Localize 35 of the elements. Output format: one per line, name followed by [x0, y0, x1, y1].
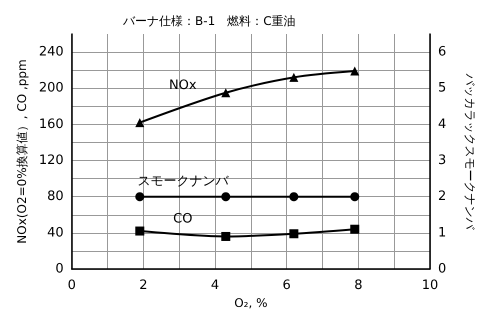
y2-axis-title: バッカラックスモークナンバ [463, 72, 477, 230]
series-label: スモークナンバ [137, 174, 230, 190]
y2-tick-label: 4 [438, 116, 446, 132]
point [350, 224, 360, 234]
series-label: NOx [168, 78, 197, 94]
y2-tick-label: 0 [438, 262, 446, 276]
point [135, 118, 144, 128]
x-axis-title: O₂, % [234, 296, 268, 310]
y-tick-label: 200 [38, 80, 64, 96]
y-tick-label: 160 [38, 116, 64, 132]
y-tick-label: 0 [55, 262, 64, 276]
point [221, 88, 230, 98]
point [135, 226, 144, 236]
y-tick-label: 40 [47, 225, 64, 240]
y-tick-label: 80 [47, 189, 64, 204]
x-tick-label: 0 [68, 278, 76, 293]
point [221, 232, 230, 241]
point [350, 66, 360, 76]
x-tick-label: 2 [139, 278, 148, 293]
y-tick-label: 240 [38, 44, 64, 60]
chart-title: バーナ仕様：B-1 燃料：C重油 [122, 14, 296, 28]
point [289, 229, 298, 238]
y2-tick-label: 1 [438, 225, 446, 240]
x-tick-label: 6 [282, 278, 291, 293]
point [289, 72, 298, 82]
series-label: CO [173, 211, 192, 226]
y-tick-label: 120 [38, 153, 64, 168]
y2-tick-label: 6 [438, 44, 446, 60]
x-tick-label: 8 [354, 278, 362, 293]
y-axis-title: NOx(O2=0%換算値）, CO ,ppm [15, 59, 29, 244]
y2-tick-label: 5 [438, 80, 446, 96]
y2-tick-label: 3 [438, 153, 446, 168]
x-tick-label: 10 [422, 278, 438, 293]
y2-tick-label: 2 [438, 189, 446, 204]
x-tick-label: 4 [210, 278, 220, 293]
